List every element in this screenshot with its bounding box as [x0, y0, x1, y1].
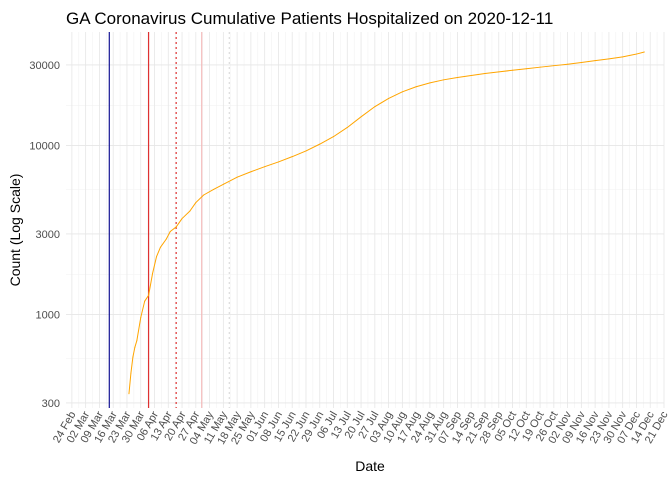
- y-tick-label: 1000: [36, 310, 60, 322]
- series-point: [512, 69, 514, 71]
- y-tick-label: 3000: [36, 229, 60, 241]
- series-point: [643, 51, 645, 53]
- series-point: [203, 194, 205, 196]
- series-point: [213, 188, 215, 190]
- series-point: [169, 231, 171, 233]
- series-point: [236, 176, 238, 178]
- series-point: [360, 116, 362, 118]
- y-tick-label: 30000: [29, 60, 60, 72]
- minor-gridlines: [66, 32, 664, 408]
- event-lines: [108, 32, 230, 408]
- series-point: [429, 82, 431, 84]
- series-point: [305, 150, 307, 152]
- series-point: [553, 65, 555, 67]
- series-point: [291, 156, 293, 158]
- series-point: [333, 136, 335, 138]
- series-point: [175, 226, 177, 228]
- series-point: [165, 238, 167, 240]
- series-point: [388, 97, 390, 99]
- series-point: [152, 273, 154, 275]
- series-point: [250, 171, 252, 173]
- x-axis-label: Date: [355, 458, 385, 474]
- series-point: [525, 68, 527, 70]
- series-point: [498, 71, 500, 73]
- series-point: [622, 56, 624, 58]
- series-point: [148, 294, 150, 296]
- series-point: [567, 63, 569, 65]
- series-point: [189, 210, 191, 212]
- series-point: [195, 202, 197, 204]
- series-point: [415, 86, 417, 88]
- series-point: [539, 66, 541, 68]
- series-point: [346, 126, 348, 128]
- series-point: [594, 60, 596, 62]
- series-point: [140, 317, 142, 319]
- series-point: [132, 356, 134, 358]
- series-point: [264, 166, 266, 168]
- y-axis-label: Count (Log Scale): [7, 174, 23, 287]
- y-tick-label: 10000: [29, 141, 60, 153]
- series-point: [144, 300, 146, 302]
- series-point: [136, 340, 138, 342]
- major-gridlines: [66, 32, 665, 408]
- series-point: [319, 143, 321, 145]
- series-point: [470, 74, 472, 76]
- series-point: [401, 91, 403, 93]
- y-tick-label: 300: [42, 398, 60, 410]
- series-point: [443, 79, 445, 81]
- y-axis-ticks: 300 1000 3000 10000 30000: [29, 60, 60, 410]
- series-layer: [128, 51, 645, 395]
- series-point: [155, 256, 157, 258]
- series-point: [608, 58, 610, 60]
- series-point: [456, 76, 458, 78]
- chart-title: GA Coronavirus Cumulative Patients Hospi…: [66, 9, 553, 28]
- series-point: [484, 73, 486, 75]
- series-point: [159, 246, 161, 248]
- series-point: [130, 372, 132, 374]
- series-point: [374, 106, 376, 108]
- series-point: [277, 161, 279, 163]
- series-point: [222, 183, 224, 185]
- series-point: [128, 393, 130, 395]
- series-point: [635, 53, 637, 55]
- series-point: [580, 62, 582, 64]
- series-point: [134, 346, 136, 348]
- series-point: [181, 218, 183, 220]
